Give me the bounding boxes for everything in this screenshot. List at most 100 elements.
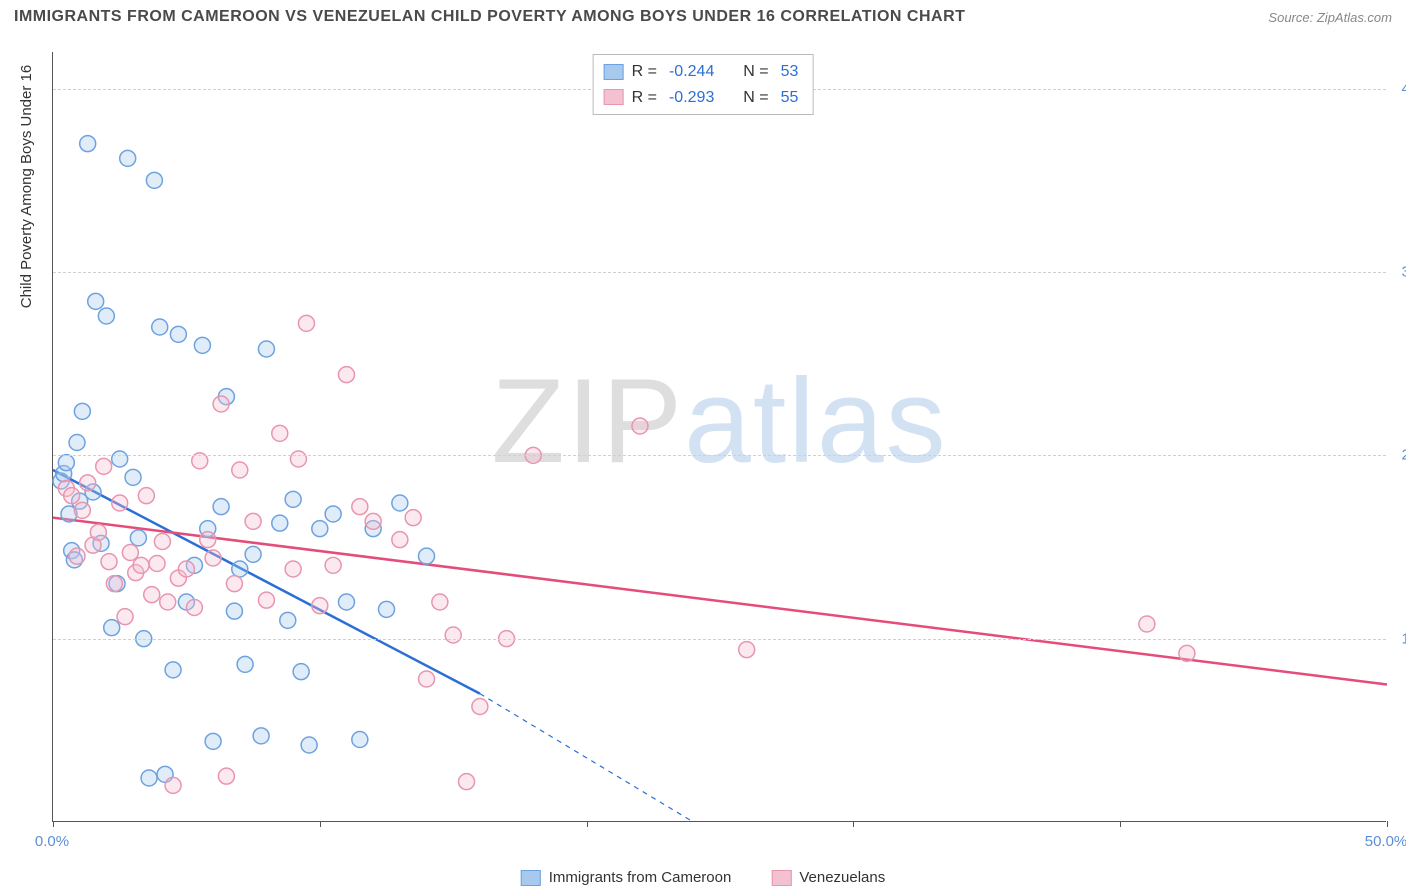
legend-swatch (521, 870, 541, 886)
data-point (1139, 616, 1155, 632)
data-point (90, 524, 106, 540)
stat-n-value: 55 (781, 85, 799, 111)
x-tick (1387, 821, 1388, 827)
data-point (69, 435, 85, 451)
data-point (146, 172, 162, 188)
data-point (226, 603, 242, 619)
data-point (352, 732, 368, 748)
data-point (101, 554, 117, 570)
data-point (154, 534, 170, 550)
stat-n-value: 53 (781, 59, 799, 85)
data-point (122, 545, 138, 561)
data-point (232, 462, 248, 478)
x-tick (853, 821, 854, 827)
data-point (258, 341, 274, 357)
stat-r-label: R = (632, 59, 657, 85)
legend-swatch (604, 64, 624, 80)
data-point (117, 609, 133, 625)
data-point (632, 418, 648, 434)
data-point (312, 598, 328, 614)
data-point (325, 506, 341, 522)
y-axis-title: Child Poverty Among Boys Under 16 (18, 65, 35, 308)
data-point (74, 403, 90, 419)
data-point (419, 548, 435, 564)
data-point (245, 546, 261, 562)
y-tick-label: 10.0% (1401, 630, 1406, 647)
x-tick-label: 50.0% (1365, 833, 1406, 850)
data-point (245, 513, 261, 529)
data-point (200, 532, 216, 548)
data-point (301, 737, 317, 753)
data-point (125, 469, 141, 485)
chart-plot-area: ZIPatlas 10.0%20.0%30.0%40.0% (52, 52, 1386, 822)
data-point (325, 557, 341, 573)
data-point (80, 136, 96, 152)
data-point (298, 315, 314, 331)
data-point (352, 499, 368, 515)
y-tick-label: 40.0% (1401, 80, 1406, 97)
data-point (64, 488, 80, 504)
y-tick-label: 20.0% (1401, 447, 1406, 464)
data-point (112, 451, 128, 467)
x-tick (320, 821, 321, 827)
data-point (152, 319, 168, 335)
stats-row: R =-0.293 N =55 (604, 85, 803, 111)
stat-r-label: R = (632, 85, 657, 111)
gridline-h (53, 455, 1386, 456)
data-point (58, 455, 74, 471)
data-point (160, 594, 176, 610)
data-point (338, 367, 354, 383)
data-point (213, 499, 229, 515)
data-point (232, 561, 248, 577)
data-point (149, 556, 165, 572)
x-tick (587, 821, 588, 827)
data-point (133, 557, 149, 573)
data-point (392, 532, 408, 548)
data-point (237, 656, 253, 672)
data-point (205, 550, 221, 566)
legend-swatch (604, 89, 624, 105)
scatter-svg (53, 52, 1386, 821)
data-point (130, 530, 146, 546)
data-point (80, 475, 96, 491)
data-point (1179, 645, 1195, 661)
data-point (144, 587, 160, 603)
legend-swatch (771, 870, 791, 886)
data-point (165, 777, 181, 793)
data-point (112, 495, 128, 511)
source-attribution: Source: ZipAtlas.com (1268, 10, 1392, 25)
y-tick-label: 30.0% (1401, 264, 1406, 281)
data-point (472, 699, 488, 715)
data-point (165, 662, 181, 678)
gridline-h (53, 639, 1386, 640)
data-point (379, 601, 395, 617)
data-point (280, 612, 296, 628)
data-point (74, 502, 90, 518)
data-point (194, 337, 210, 353)
data-point (96, 458, 112, 474)
data-point (338, 594, 354, 610)
data-point (290, 451, 306, 467)
source-prefix: Source: (1268, 10, 1313, 25)
stats-row: R =-0.244 N =53 (604, 59, 803, 85)
data-point (186, 600, 202, 616)
data-point (226, 576, 242, 592)
data-point (120, 150, 136, 166)
data-point (293, 664, 309, 680)
data-point (69, 548, 85, 564)
legend-item: Venezuelans (771, 869, 885, 886)
data-point (405, 510, 421, 526)
data-point (419, 671, 435, 687)
data-point (98, 308, 114, 324)
data-point (170, 326, 186, 342)
data-point (272, 515, 288, 531)
source-name: ZipAtlas.com (1317, 10, 1392, 25)
data-point (312, 521, 328, 537)
trend-line-dashed (480, 694, 693, 822)
series-legend: Immigrants from Cameroon Venezuelans (521, 869, 885, 886)
stats-legend-box: R =-0.244 N =53R =-0.293 N =55 (593, 54, 814, 115)
data-point (138, 488, 154, 504)
data-point (218, 768, 234, 784)
stat-r-value: -0.293 (669, 85, 714, 111)
legend-label: Immigrants from Cameroon (549, 869, 732, 886)
